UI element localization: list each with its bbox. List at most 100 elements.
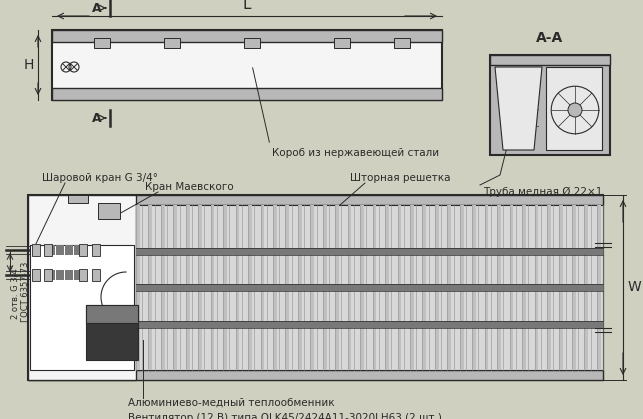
Bar xyxy=(79,245,80,255)
Bar xyxy=(55,245,57,255)
Bar xyxy=(30,245,134,370)
Text: H: H xyxy=(24,58,34,72)
Bar xyxy=(92,244,100,256)
Bar xyxy=(94,38,110,48)
Bar xyxy=(497,205,501,370)
Bar xyxy=(75,245,77,255)
Bar xyxy=(435,205,439,370)
Bar xyxy=(260,205,264,370)
Bar xyxy=(248,205,252,370)
Bar xyxy=(572,205,575,370)
Polygon shape xyxy=(495,67,542,150)
Bar xyxy=(490,55,610,65)
Bar xyxy=(92,269,100,281)
Bar xyxy=(334,38,350,48)
Bar xyxy=(394,38,410,48)
Bar xyxy=(52,270,53,280)
Bar xyxy=(64,245,66,255)
Bar xyxy=(136,321,603,328)
Bar xyxy=(77,270,78,280)
Bar xyxy=(28,195,603,205)
Bar xyxy=(410,205,413,370)
Bar xyxy=(86,305,138,360)
Bar xyxy=(28,195,603,380)
Bar xyxy=(244,38,260,48)
Bar xyxy=(490,55,610,155)
Bar xyxy=(52,30,442,42)
Bar xyxy=(485,205,489,370)
Text: Вентилятор (12 В) типа QLK45/2424A11-3020LH63 (2 шт.): Вентилятор (12 В) типа QLK45/2424A11-302… xyxy=(128,413,442,419)
Bar xyxy=(385,205,389,370)
Bar xyxy=(397,205,401,370)
Bar xyxy=(52,88,442,100)
Bar xyxy=(559,205,563,370)
Bar xyxy=(61,270,62,280)
Bar xyxy=(584,205,588,370)
Bar xyxy=(57,245,59,255)
Bar xyxy=(136,285,603,292)
Bar xyxy=(136,205,603,370)
Bar xyxy=(547,205,550,370)
Bar xyxy=(57,270,59,280)
Bar xyxy=(59,270,60,280)
Bar xyxy=(98,203,120,219)
Bar xyxy=(335,205,339,370)
Bar xyxy=(72,270,73,280)
Bar xyxy=(372,205,376,370)
Bar xyxy=(28,370,603,380)
Bar xyxy=(273,205,276,370)
Bar xyxy=(79,269,87,281)
Bar xyxy=(59,245,60,255)
Bar xyxy=(61,245,62,255)
Bar xyxy=(63,245,64,255)
Bar xyxy=(422,205,426,370)
Bar xyxy=(55,270,57,280)
Bar xyxy=(28,195,136,380)
Bar xyxy=(460,205,464,370)
Bar xyxy=(70,245,71,255)
Bar xyxy=(81,270,82,280)
Bar xyxy=(54,270,55,280)
Text: A-A: A-A xyxy=(536,31,564,45)
Bar xyxy=(472,205,476,370)
Bar xyxy=(448,205,451,370)
Bar xyxy=(73,270,75,280)
Bar xyxy=(52,245,53,255)
Bar xyxy=(82,245,84,255)
Bar xyxy=(44,269,52,281)
Bar xyxy=(164,38,180,48)
Text: Кран Маевского: Кран Маевского xyxy=(145,182,233,192)
Text: 2 отв. G 3/4"
ГОСТ 6357-73: 2 отв. G 3/4" ГОСТ 6357-73 xyxy=(10,262,30,322)
Bar xyxy=(510,205,513,370)
Bar xyxy=(198,205,202,370)
Bar xyxy=(82,270,84,280)
Bar xyxy=(546,67,602,150)
Bar xyxy=(79,270,80,280)
Bar xyxy=(54,245,55,255)
Bar xyxy=(77,245,78,255)
Bar xyxy=(68,270,69,280)
Bar xyxy=(81,245,82,255)
Bar xyxy=(522,205,526,370)
Bar xyxy=(161,205,165,370)
Bar xyxy=(64,270,66,280)
Bar xyxy=(348,205,352,370)
Bar xyxy=(68,245,69,255)
Bar xyxy=(174,205,177,370)
Text: Труба медная Ø 22×1: Труба медная Ø 22×1 xyxy=(483,187,602,197)
Text: A: A xyxy=(92,111,102,124)
Bar xyxy=(86,305,138,323)
Bar xyxy=(597,205,601,370)
Circle shape xyxy=(568,103,582,117)
Bar xyxy=(70,270,71,280)
Bar xyxy=(211,205,215,370)
Bar xyxy=(32,269,40,281)
Bar xyxy=(298,205,302,370)
Text: Короб из нержавеющей стали: Короб из нержавеющей стали xyxy=(272,148,439,158)
Text: L: L xyxy=(243,0,251,12)
Bar xyxy=(32,244,40,256)
Bar xyxy=(223,205,227,370)
Bar xyxy=(186,205,190,370)
Bar xyxy=(66,270,68,280)
Bar xyxy=(311,205,314,370)
